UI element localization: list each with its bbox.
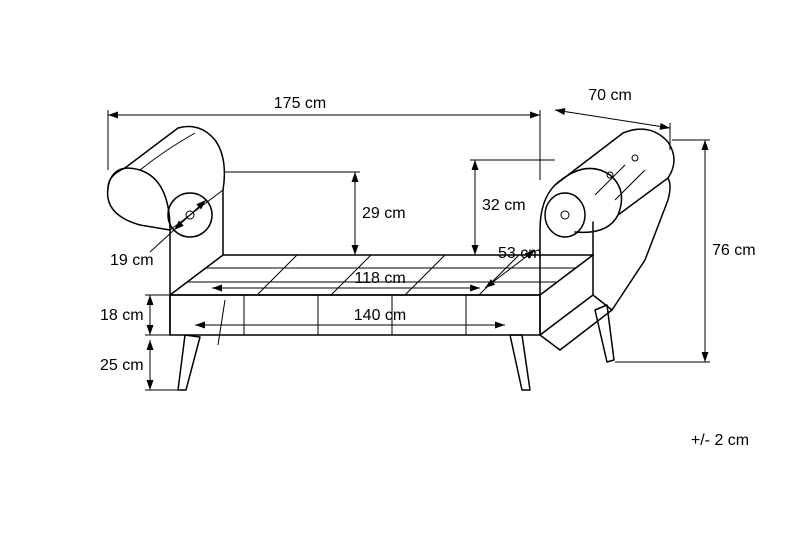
dim-seat-inner-width: 118 cm bbox=[212, 270, 480, 292]
svg-text:118 cm: 118 cm bbox=[354, 270, 405, 287]
svg-text:29 cm: 29 cm bbox=[362, 205, 406, 222]
svg-text:70 cm: 70 cm bbox=[588, 87, 632, 104]
dim-leg-height: 25 cm bbox=[100, 340, 178, 390]
dim-bolster-diameter: 19 cm bbox=[110, 197, 208, 269]
left-armrest-back-edge bbox=[108, 127, 224, 256]
dim-backrest-height: 29 cm bbox=[225, 172, 406, 255]
leg-front-right bbox=[510, 335, 530, 390]
dim-total-height: 76 cm bbox=[615, 140, 756, 362]
svg-text:175 cm: 175 cm bbox=[274, 95, 326, 112]
leg-front-left bbox=[178, 335, 200, 390]
tolerance-note: +/- 2 cm bbox=[691, 432, 749, 449]
right-armrest-top bbox=[555, 129, 674, 215]
svg-text:25 cm: 25 cm bbox=[100, 357, 144, 374]
svg-text:76 cm: 76 cm bbox=[712, 242, 756, 259]
svg-text:53 cm: 53 cm bbox=[498, 245, 542, 262]
svg-text:18 cm: 18 cm bbox=[100, 307, 144, 324]
dim-seat-outer-width: 140 cm bbox=[195, 307, 505, 329]
svg-text:140 cm: 140 cm bbox=[354, 307, 406, 324]
svg-text:32 cm: 32 cm bbox=[482, 197, 526, 214]
right-bolster bbox=[545, 193, 585, 237]
right-armrest-front bbox=[540, 168, 622, 335]
svg-text:19 cm: 19 cm bbox=[110, 252, 154, 269]
sofa-dimension-diagram: 175 cm 70 cm 76 cm 32 cm 29 cm bbox=[0, 0, 800, 533]
leg-back-right bbox=[595, 305, 614, 362]
dim-seat-cushion-height: 18 cm bbox=[100, 295, 170, 335]
